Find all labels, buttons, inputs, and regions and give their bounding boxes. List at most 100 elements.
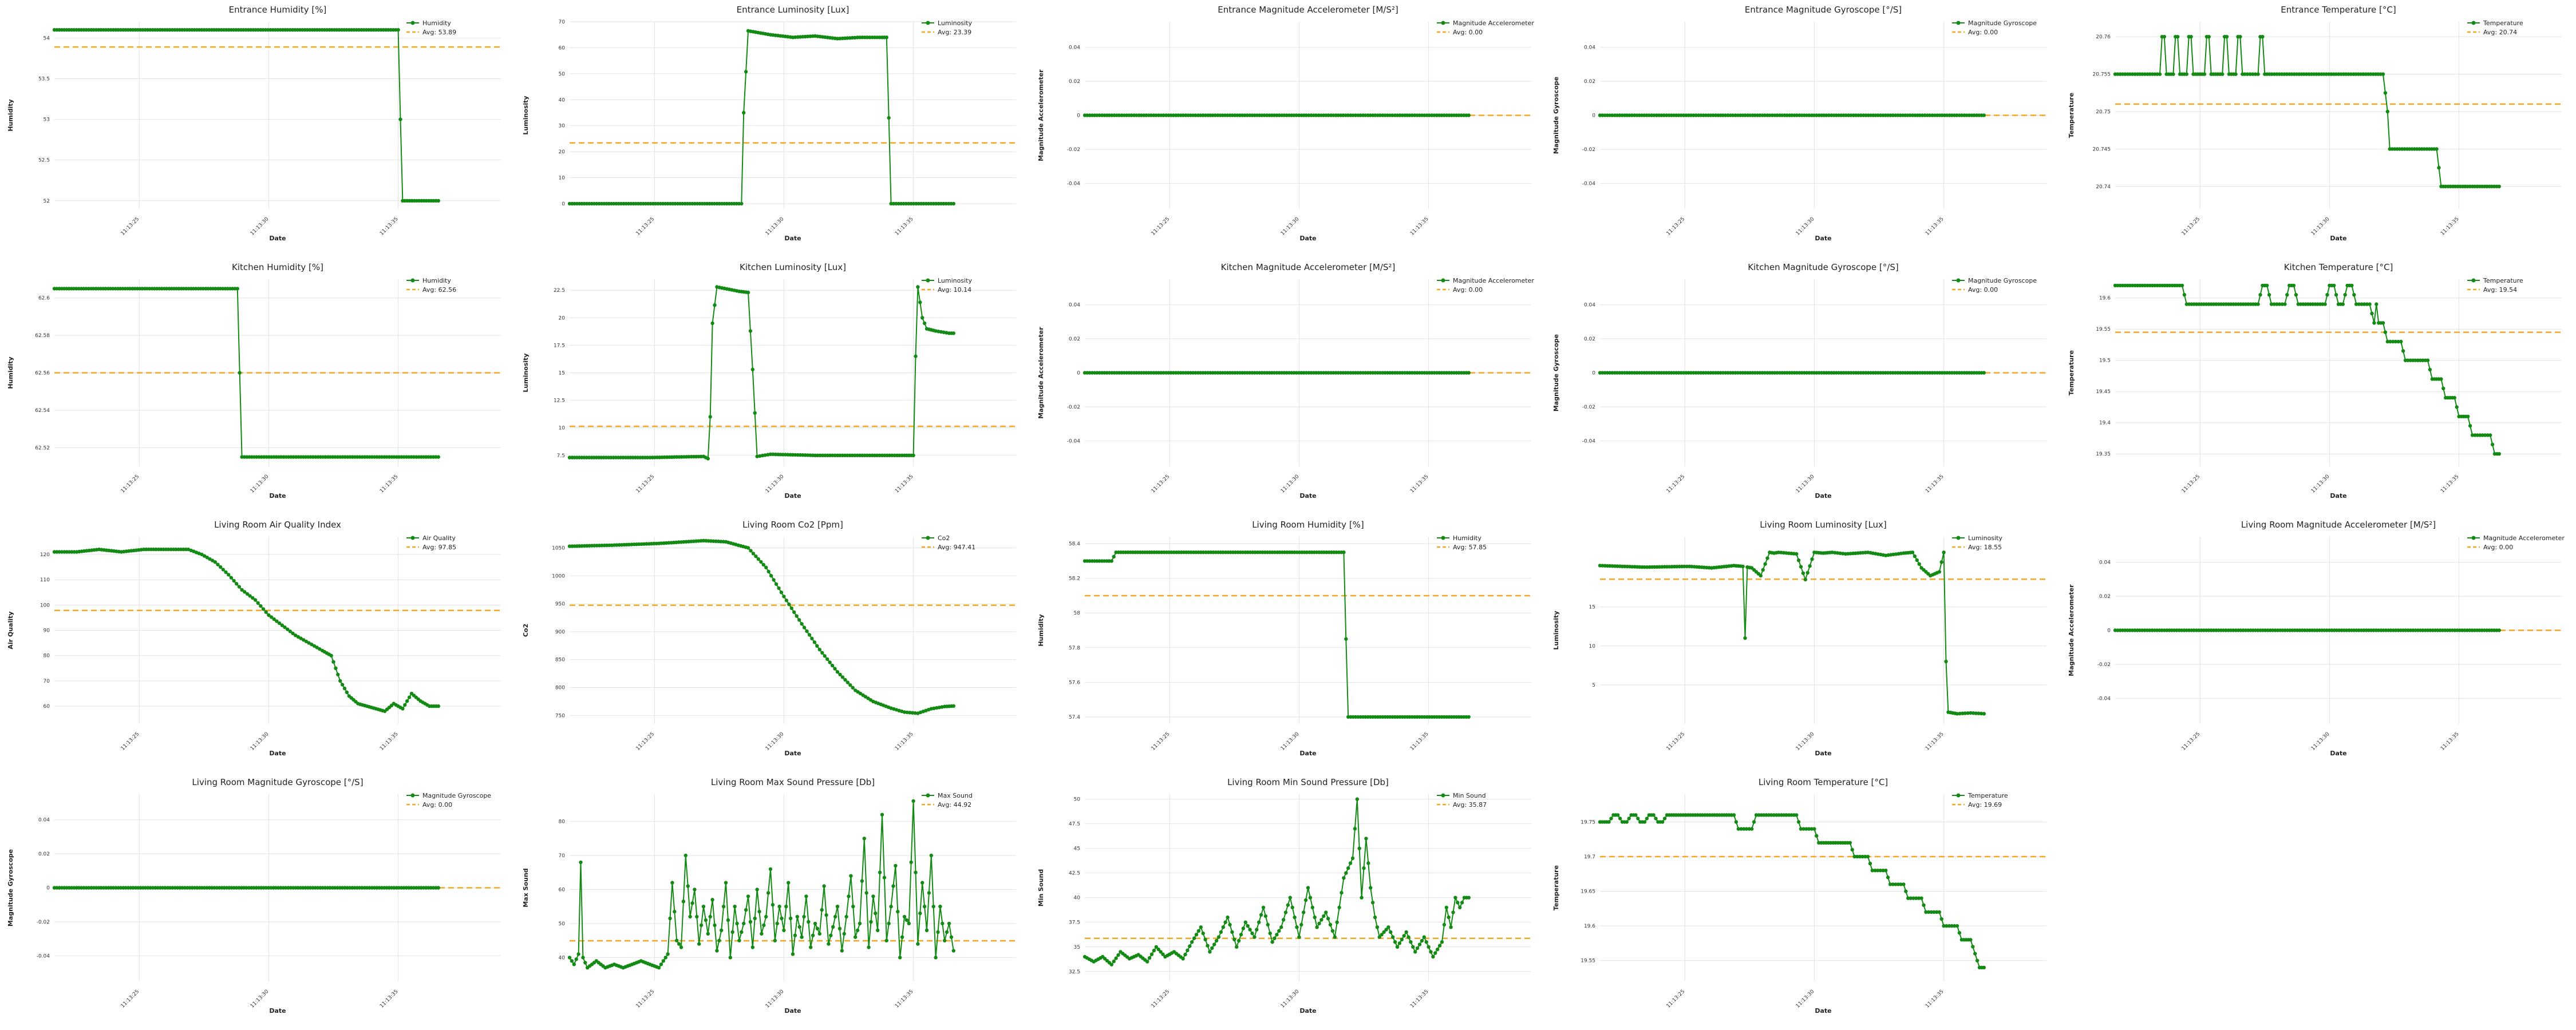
data-point [1149, 952, 1154, 956]
data-point [750, 367, 754, 371]
legend-average-label: Avg: 18.55 [1968, 544, 2002, 551]
data-point [1929, 910, 1933, 914]
data-point [2123, 72, 2127, 76]
data-point [1112, 959, 1116, 964]
data-point [240, 588, 244, 592]
data-point [291, 631, 295, 635]
y-tick-label: 1000 [552, 573, 565, 579]
data-point [277, 621, 282, 625]
x-tick-label: 11:13:30 [250, 989, 270, 1009]
x-tick-label: 11:13:30 [250, 216, 270, 237]
data-point [755, 888, 759, 892]
data-point [771, 903, 775, 907]
legend: Magnitude Gyroscope Avg: 0.00 [406, 792, 491, 809]
data-point [1210, 946, 1214, 950]
data-point [904, 918, 909, 922]
data-point [307, 641, 311, 645]
series-line [1599, 552, 1984, 715]
data-point [272, 617, 276, 621]
chart-title: Living Room Temperature [°C] [1759, 777, 1888, 787]
data-point [259, 604, 263, 608]
data-point [779, 591, 784, 595]
y-axis-label: Temperature [2068, 350, 2075, 395]
data-point [1625, 820, 1629, 824]
data-point [760, 932, 764, 936]
data-point [1950, 924, 1954, 928]
data-point [1904, 889, 1908, 893]
y-tick-label: 0.02 [1584, 336, 1595, 342]
data-point [2483, 433, 2487, 437]
data-point [802, 914, 806, 919]
y-tick-label: 0 [562, 201, 565, 207]
data-point [570, 959, 574, 963]
chart-kitchen-luminosity-lux: Kitchen Luminosity [Lux] 7.5 10 12.5 15 17.5 2… [522, 262, 1016, 500]
legend-average-label: Avg: 0.00 [1968, 286, 1998, 294]
data-point [874, 911, 878, 916]
data-point [2131, 72, 2135, 76]
y-tick-label: 10 [559, 176, 566, 181]
data-point [1152, 949, 1156, 953]
y-tick-label: 62.6 [38, 296, 50, 302]
series-points [1598, 113, 1986, 117]
y-tick-label: 19.35 [2096, 451, 2111, 457]
data-point [942, 201, 946, 206]
data-point [777, 586, 781, 591]
y-tick-label: 50 [1074, 797, 1081, 803]
data-point [813, 921, 817, 926]
data-point [835, 670, 840, 674]
y-tick-label: 0.04 [1069, 45, 1080, 51]
data-point [911, 799, 915, 803]
data-point [947, 921, 951, 926]
data-point [1404, 930, 1408, 934]
data-point [1302, 910, 1306, 914]
y-tick-label: 10 [1589, 644, 1596, 649]
data-point [1467, 715, 1471, 719]
data-point [2371, 72, 2375, 76]
data-point [907, 921, 911, 926]
data-point [937, 330, 941, 334]
data-point [784, 599, 789, 603]
data-point [1286, 903, 1290, 907]
data-point [787, 602, 791, 607]
legend-average-label: Avg: 35.87 [1453, 801, 1487, 809]
data-point [774, 582, 779, 586]
x-tick-label: 11:13:25 [120, 216, 141, 237]
data-point [2138, 283, 2142, 288]
legend: Co2 Avg: 947.41 [922, 534, 975, 551]
data-point [1181, 957, 1185, 961]
data-point [1876, 869, 1880, 873]
data-point [2245, 72, 2250, 76]
legend-series-label: Magnitude Accelerometer [1453, 277, 1534, 284]
data-point [1268, 931, 1272, 936]
data-point [2381, 321, 2385, 325]
data-point [726, 918, 730, 922]
data-point [875, 35, 879, 39]
data-point [828, 660, 832, 664]
data-point [1919, 896, 1923, 900]
data-point [1894, 882, 1898, 886]
x-tick-label: 11:13:30 [250, 474, 270, 494]
y-tick-label: 0 [2107, 628, 2111, 634]
data-point [889, 201, 893, 206]
data-point [875, 453, 879, 457]
data-point [1961, 711, 1965, 715]
data-point [748, 920, 753, 924]
legend-average-label: Avg: 10.14 [938, 286, 971, 294]
data-point [208, 557, 212, 561]
data-point [1767, 813, 1771, 817]
data-point [2272, 302, 2276, 306]
chart-title: Entrance Magnitude Gyroscope [°/S] [1745, 5, 1902, 15]
data-point [221, 568, 225, 572]
chart-title: Living Room Max Sound Pressure [Db] [711, 777, 875, 787]
data-point [2323, 302, 2327, 306]
data-point [2399, 339, 2403, 344]
data-point [1397, 941, 1402, 945]
data-point [1216, 935, 1221, 939]
x-tick-label: 11:13:30 [2310, 216, 2331, 237]
y-tick-label: 0.04 [2099, 560, 2111, 566]
chart-living-room-luminosity-lux: Living Room Luminosity [Lux] 15 10 5 11:13:2… [1552, 520, 2046, 757]
data-point [1248, 928, 1252, 932]
data-point [831, 925, 835, 929]
data-point [2383, 91, 2388, 95]
data-point [777, 905, 781, 909]
